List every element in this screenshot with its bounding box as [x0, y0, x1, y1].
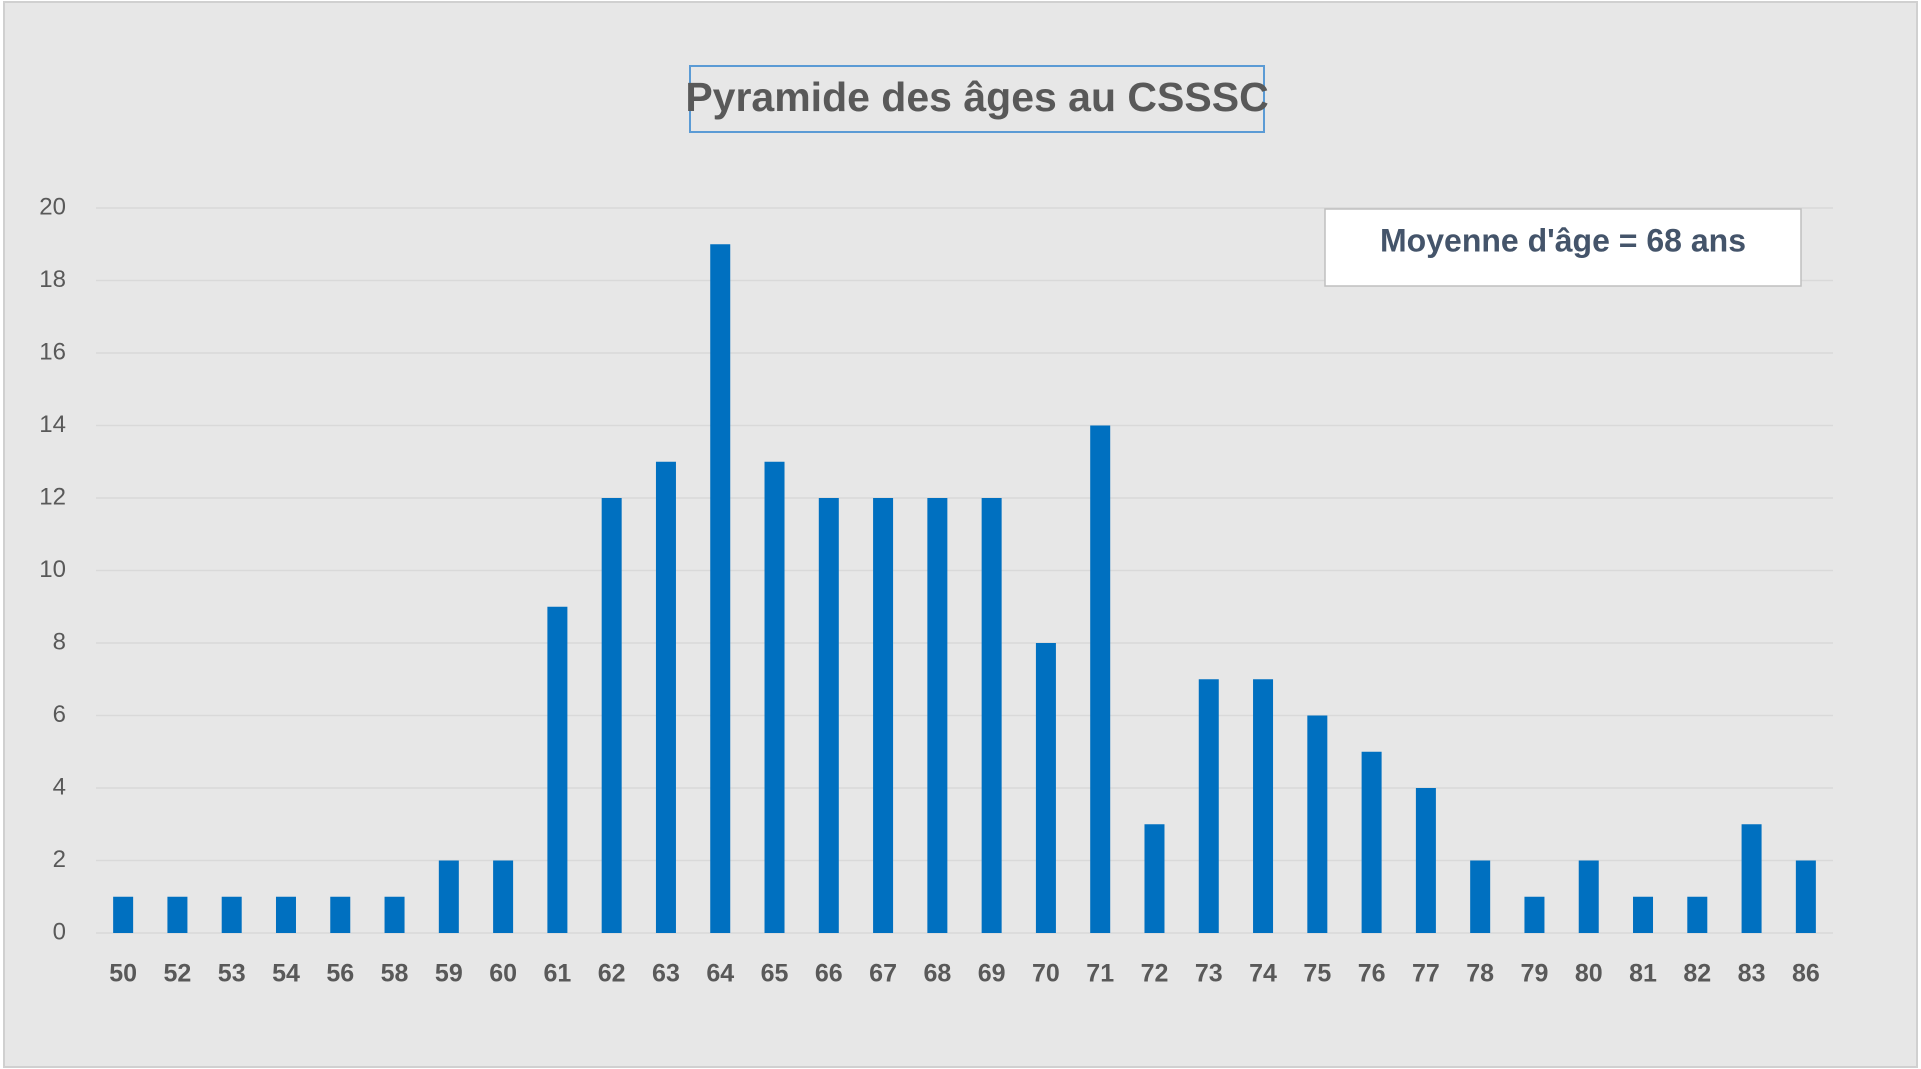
x-tick-label: 70 [1032, 960, 1060, 988]
bar [438, 860, 459, 933]
bar [1090, 425, 1111, 933]
y-tick-label: 12 [39, 483, 66, 510]
x-tick-label: 78 [1466, 960, 1494, 988]
y-tick-label: 10 [39, 556, 66, 583]
bar [221, 896, 242, 933]
bar [330, 896, 351, 933]
x-tick-label: 50 [109, 960, 137, 988]
bar [113, 896, 134, 933]
y-tick-label: 14 [39, 411, 66, 438]
bar [1415, 788, 1436, 933]
x-tick-label: 63 [652, 960, 680, 988]
x-tick-label: 65 [761, 960, 789, 988]
bar [1633, 896, 1654, 933]
y-tick-label: 4 [53, 773, 66, 800]
annotation: Moyenne d'âge = 68 ans [1380, 222, 1746, 258]
bar [1035, 643, 1056, 933]
x-tick-label: 69 [978, 960, 1006, 988]
bar [167, 896, 188, 933]
x-tick-label: 82 [1683, 960, 1711, 988]
x-tick-label: 60 [489, 960, 517, 988]
bar [1361, 751, 1382, 933]
y-tick-label: 20 [39, 193, 66, 220]
bar [1253, 679, 1274, 933]
x-tick-label: 77 [1412, 960, 1440, 988]
x-tick-label: 61 [543, 960, 571, 988]
x-tick-label: 68 [923, 960, 951, 988]
bar [1741, 824, 1762, 933]
bar [873, 498, 894, 933]
bar [547, 606, 568, 933]
bar [1578, 860, 1599, 933]
bar [1795, 860, 1816, 933]
y-tick-label: 18 [39, 266, 66, 293]
x-tick-label: 59 [435, 960, 463, 988]
x-tick-label: 75 [1303, 960, 1331, 988]
chart-title: Pyramide des âges au CSSSC [685, 74, 1268, 120]
bar [981, 498, 1002, 933]
x-tick-label: 76 [1358, 960, 1386, 988]
x-tick-label: 73 [1195, 960, 1223, 988]
x-tick-label: 64 [706, 960, 734, 988]
x-tick-label: 81 [1629, 960, 1657, 988]
title-box [689, 65, 1265, 133]
bar [1470, 860, 1491, 933]
x-tick-label: 62 [598, 960, 626, 988]
bar [655, 461, 676, 933]
x-tick-label: 83 [1738, 960, 1766, 988]
bar [818, 498, 839, 933]
bar [1524, 896, 1545, 933]
x-tick-label: 56 [326, 960, 354, 988]
bar [1687, 896, 1708, 933]
x-tick-label: 74 [1249, 960, 1277, 988]
x-tick-label: 53 [218, 960, 246, 988]
y-tick-label: 6 [53, 701, 66, 728]
bar [1198, 679, 1219, 933]
x-tick-label: 52 [164, 960, 192, 988]
y-tick-label: 8 [53, 628, 66, 655]
bar [710, 244, 731, 933]
bar [1307, 715, 1328, 933]
x-tick-label: 72 [1141, 960, 1169, 988]
x-tick-label: 80 [1575, 960, 1603, 988]
x-tick-label: 54 [272, 960, 300, 988]
x-tick-label: 71 [1086, 960, 1114, 988]
bar [275, 896, 296, 933]
bar [493, 860, 514, 933]
y-tick-label: 16 [39, 338, 66, 365]
x-tick-label: 66 [815, 960, 843, 988]
bar [384, 896, 405, 933]
x-tick-label: 67 [869, 960, 897, 988]
x-tick-label: 58 [381, 960, 409, 988]
y-tick-label: 0 [53, 918, 66, 945]
x-tick-label: 79 [1521, 960, 1549, 988]
y-tick-label: 2 [53, 846, 66, 873]
bar [764, 461, 785, 933]
x-tick-label: 86 [1792, 960, 1820, 988]
bar [601, 498, 622, 933]
bar [927, 498, 948, 933]
bar [1144, 824, 1165, 933]
annotation-box [1324, 208, 1802, 287]
